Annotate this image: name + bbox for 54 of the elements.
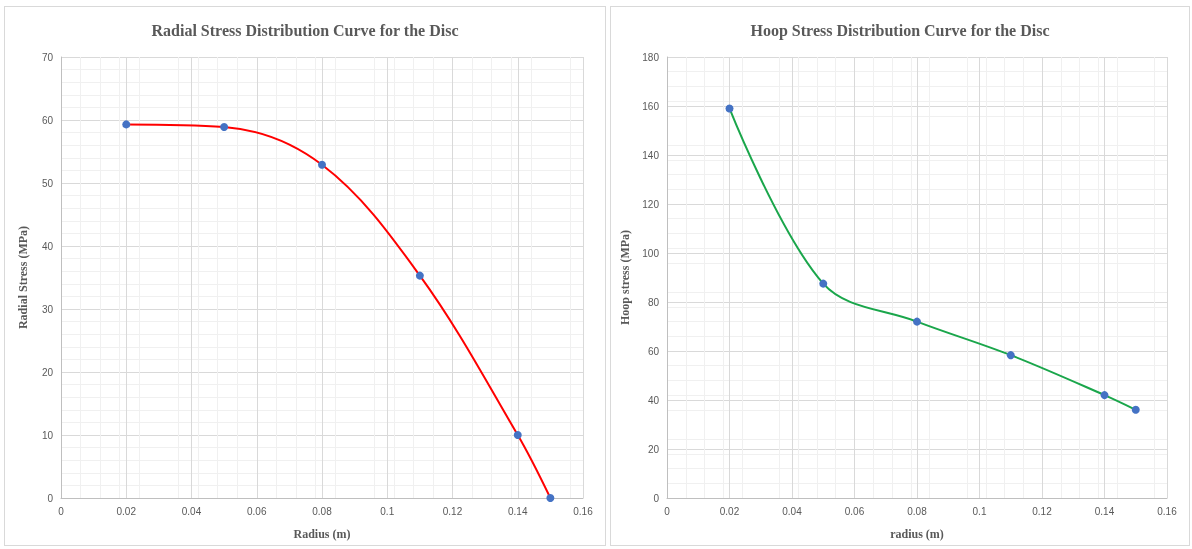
y-axis-title: Hoop stress (MPa) <box>618 229 633 326</box>
x-tick-label: 0.02 <box>719 505 740 517</box>
y-tick-label: 70 <box>41 51 54 63</box>
y-tick-label: 0 <box>653 492 660 504</box>
point <box>1006 351 1015 360</box>
x-tick-label: 0 <box>58 505 65 517</box>
x-tick-label: 0.1 <box>972 505 987 517</box>
chart-title: Radial Stress Distribution Curve for the Disc <box>151 21 459 39</box>
y-tick-label: 160 <box>642 100 660 112</box>
x-tick-label: 0.06 <box>247 505 267 517</box>
chart-title: Hoop Stress Distribution Curve for the Disc <box>750 21 1050 40</box>
x-tick-label: 0.08 <box>907 505 928 517</box>
y-tick-label: 60 <box>647 345 660 357</box>
point <box>122 120 131 129</box>
y-tick-label: 20 <box>647 443 660 455</box>
point <box>1100 391 1109 400</box>
point <box>415 271 424 280</box>
y-tick-label: 30 <box>41 303 54 315</box>
x-tick-label: 0.14 <box>1094 505 1115 517</box>
x-tick-label: 0.12 <box>1032 505 1053 517</box>
x-tick-label: 0.14 <box>508 505 528 517</box>
x-tick-label: 0.16 <box>573 505 594 517</box>
x-tick-label: 0.04 <box>181 505 202 517</box>
y-axis-title: Radial Stress (MPa) <box>16 225 30 330</box>
x-tick-label: 0.08 <box>312 505 333 517</box>
point <box>318 160 326 169</box>
y-tick-label: 180 <box>642 51 660 63</box>
x-axis-title: Radius (m) <box>293 527 351 541</box>
y-tick-label: 40 <box>41 240 54 252</box>
x-tick-label: 0 <box>664 505 671 517</box>
x-axis-title: radius (m) <box>890 527 944 541</box>
point <box>1131 405 1140 414</box>
point <box>513 431 522 439</box>
y-tick-label: 140 <box>642 149 660 161</box>
y-tick-label: 120 <box>642 198 660 210</box>
y-tick-label: 80 <box>647 296 660 308</box>
point <box>220 122 229 131</box>
point <box>913 317 921 326</box>
y-tick-label: 10 <box>41 429 54 441</box>
x-tick-label: 0.1 <box>380 505 395 517</box>
y-tick-label: 100 <box>642 247 660 259</box>
x-tick-label: 0.16 <box>1157 505 1178 517</box>
y-tick-label: 60 <box>41 114 54 126</box>
y-tick-label: 40 <box>647 394 660 406</box>
x-tick-label: 0.04 <box>782 505 803 517</box>
y-tick-label: 50 <box>41 177 54 189</box>
x-tick-label: 0.06 <box>844 505 865 517</box>
x-tick-label: 0.12 <box>442 505 463 517</box>
point <box>725 104 734 113</box>
y-tick-label: 0 <box>47 492 54 504</box>
y-tick-label: 20 <box>41 366 54 378</box>
point <box>819 279 828 288</box>
x-tick-label: 0.02 <box>116 505 137 517</box>
point <box>546 494 555 502</box>
